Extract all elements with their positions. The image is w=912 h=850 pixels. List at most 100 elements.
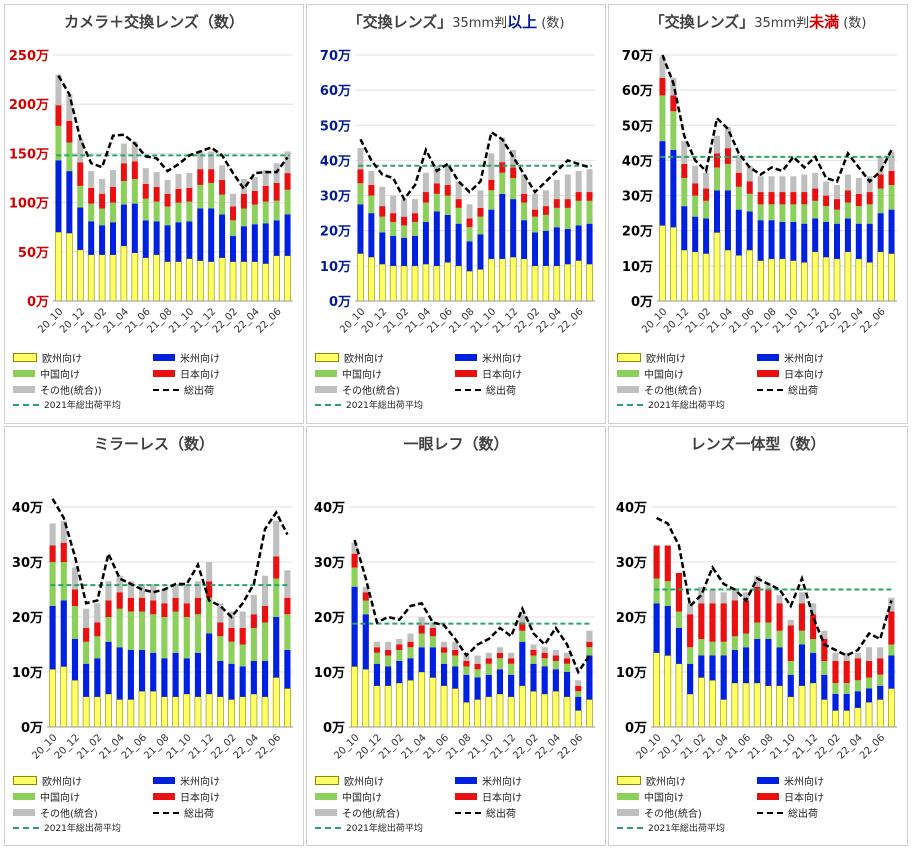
bar-segment-japan xyxy=(373,647,381,653)
bar-segment-europe xyxy=(82,696,90,728)
y-tick-label: 0万 xyxy=(631,295,653,310)
bar-segment-other xyxy=(692,165,699,184)
bar-segment-america xyxy=(477,234,484,270)
bar-segment-other xyxy=(284,570,291,598)
legend-item-europe: 欧州向け xyxy=(315,350,384,365)
bar-segment-other xyxy=(709,589,716,604)
bar-segment-china xyxy=(698,639,705,656)
legend-label: 日本向け xyxy=(784,793,824,804)
bar-segment-china xyxy=(153,201,160,222)
title-format: 35mm判 xyxy=(452,16,508,31)
bar-segment-china xyxy=(250,628,257,661)
legend-swatch xyxy=(455,777,477,784)
bar-segment-america xyxy=(888,209,895,254)
legend-label: 欧州向け xyxy=(42,354,82,365)
legend-label: 米州向け xyxy=(180,354,220,365)
bar-segment-europe xyxy=(520,258,528,302)
bar-segment-europe xyxy=(362,668,370,728)
bar-segment-europe xyxy=(765,685,772,728)
bar-segment-other xyxy=(865,647,873,661)
bar-segment-japan xyxy=(131,161,138,179)
bar-segment-japan xyxy=(412,213,418,222)
bar-segment-america xyxy=(653,603,660,653)
bar-segment-japan xyxy=(463,661,470,667)
bar-segment-europe xyxy=(876,699,884,728)
bar-segment-europe xyxy=(888,253,895,302)
bar-segment-europe xyxy=(284,688,291,728)
bar-segment-japan xyxy=(351,553,358,568)
bar-segment-china xyxy=(776,630,783,648)
legend-label: その他(統合) xyxy=(644,809,702,820)
bar-segment-america xyxy=(373,663,381,686)
bar-segment-america xyxy=(821,674,828,700)
bar-segment-china xyxy=(228,641,235,664)
legend-item-japan: 日本向け xyxy=(455,789,522,804)
bar-segment-japan xyxy=(681,163,688,178)
bar-segment-europe xyxy=(451,688,459,728)
legend-label: 2021年総出荷平均 xyxy=(346,401,423,411)
bar-segment-china xyxy=(530,655,537,664)
bar-segment-japan xyxy=(127,597,134,612)
bar-segment-europe xyxy=(240,261,248,302)
bar-segment-america xyxy=(164,225,171,262)
title-main: 「交換レンズ」 xyxy=(347,13,453,31)
bar-segment-europe xyxy=(822,256,830,302)
bar-segment-europe xyxy=(855,258,863,302)
bar-segment-europe xyxy=(670,226,677,302)
bar-segment-europe xyxy=(87,254,95,302)
bar-segment-japan xyxy=(776,603,783,631)
legend-item-japan: 日本向け xyxy=(757,366,824,381)
legend-swatch xyxy=(455,811,481,814)
bar-segment-other xyxy=(477,190,484,208)
legend-label: 米州向け xyxy=(784,777,824,788)
bar-segment-other xyxy=(563,652,571,659)
bar-segment-japan xyxy=(720,603,727,642)
bar-segment-japan xyxy=(768,192,775,205)
bar-segment-other xyxy=(670,77,677,96)
bar-segment-other xyxy=(194,581,202,598)
bar-segment-china xyxy=(94,636,101,659)
bar-segment-japan xyxy=(175,188,182,203)
bar-segment-china xyxy=(735,186,742,210)
y-tick-label: 40万 xyxy=(622,154,653,169)
bar-segment-america xyxy=(99,225,106,255)
bar-segment-china xyxy=(681,178,688,207)
bar-segment-china xyxy=(586,200,593,224)
legend-item-japan: 日本向け xyxy=(757,789,824,804)
bar-segment-europe xyxy=(261,696,269,728)
bar-segment-europe xyxy=(680,249,688,302)
title-unit: (数) xyxy=(537,16,565,31)
bar-segment-other xyxy=(390,195,397,214)
bar-segment-other xyxy=(206,562,213,582)
bar-segment-america xyxy=(488,209,495,259)
chart-panel-lens_under35: 「交換レンズ」35mm判未満 (数) 0万 10万 20万 30万 40万 50万 60万 70… xyxy=(608,4,908,424)
bar-segment-japan xyxy=(488,179,495,191)
bar-segment-japan xyxy=(692,183,699,196)
bar-segment-other xyxy=(720,592,727,604)
bar-segment-other xyxy=(735,155,742,173)
bar-segment-other xyxy=(351,542,358,554)
bar-segment-china xyxy=(508,663,515,675)
bar-segment-europe xyxy=(563,696,571,728)
bar-segment-japan xyxy=(844,190,851,203)
title-main: 「交換レンズ」 xyxy=(649,13,755,31)
bar-segment-america xyxy=(586,655,593,700)
bar-segment-america xyxy=(776,647,783,686)
bar-segment-america xyxy=(575,696,582,711)
bar-segment-europe xyxy=(105,693,112,728)
y-tick-label: 150万 xyxy=(9,147,49,162)
y-tick-label: 40万 xyxy=(314,501,345,516)
bar-segment-china xyxy=(541,658,548,667)
bar-segment-europe xyxy=(196,260,204,302)
bar-segment-china xyxy=(521,202,528,221)
bar-segment-china xyxy=(575,691,582,697)
bar-segment-japan xyxy=(575,192,582,201)
bar-segment-japan xyxy=(418,625,425,634)
bar-segment-japan xyxy=(521,193,528,203)
bar-segment-america xyxy=(230,236,236,262)
bar-segment-america xyxy=(714,190,720,233)
bar-segment-japan xyxy=(757,192,764,205)
bar-segment-china xyxy=(790,204,797,222)
bar-segment-europe xyxy=(466,270,473,302)
total-line xyxy=(359,130,590,202)
